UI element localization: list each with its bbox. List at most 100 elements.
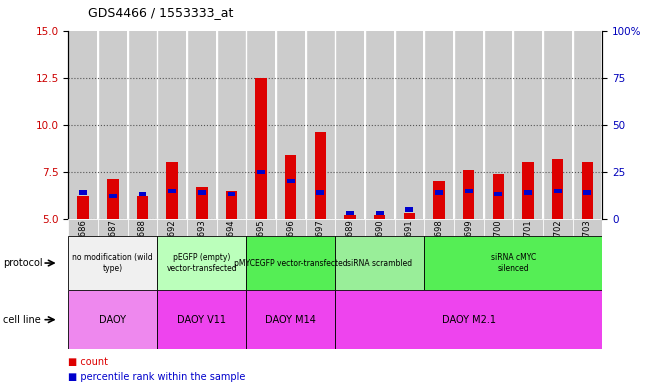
Text: GSM550699: GSM550699 bbox=[464, 219, 473, 270]
Bar bbox=[544, 31, 572, 219]
Bar bbox=[514, 31, 542, 219]
Bar bbox=[196, 187, 208, 219]
Bar bbox=[247, 31, 275, 219]
Bar bbox=[404, 213, 415, 219]
Bar bbox=[335, 219, 365, 236]
Bar bbox=[376, 211, 383, 215]
Text: GSM550700: GSM550700 bbox=[494, 219, 503, 270]
Text: GSM550701: GSM550701 bbox=[523, 219, 533, 270]
Bar bbox=[68, 236, 158, 290]
Bar bbox=[583, 190, 591, 195]
Bar bbox=[435, 190, 443, 195]
Bar bbox=[554, 189, 562, 193]
Bar bbox=[366, 31, 394, 219]
Bar bbox=[543, 219, 572, 236]
Bar bbox=[68, 219, 98, 236]
Text: GSM550693: GSM550693 bbox=[197, 219, 206, 270]
Bar bbox=[187, 219, 217, 236]
Text: GSM550702: GSM550702 bbox=[553, 219, 562, 270]
Text: siRNA scrambled: siRNA scrambled bbox=[347, 258, 412, 268]
Bar bbox=[168, 189, 176, 193]
Bar bbox=[109, 194, 117, 199]
Bar bbox=[344, 215, 356, 219]
Bar bbox=[139, 192, 146, 197]
Bar bbox=[287, 179, 295, 183]
Bar bbox=[305, 219, 335, 236]
Text: DAOY M14: DAOY M14 bbox=[266, 314, 316, 325]
Bar bbox=[246, 290, 335, 349]
Bar bbox=[484, 219, 513, 236]
Bar bbox=[314, 132, 326, 219]
Bar bbox=[581, 162, 593, 219]
Bar bbox=[137, 196, 148, 219]
Bar bbox=[395, 219, 424, 236]
Text: GSM550695: GSM550695 bbox=[256, 219, 266, 270]
Text: ■ count: ■ count bbox=[68, 357, 108, 367]
Bar bbox=[552, 159, 563, 219]
Text: cell line: cell line bbox=[3, 314, 41, 325]
Text: pMYCEGFP vector-transfected: pMYCEGFP vector-transfected bbox=[234, 258, 348, 268]
Text: DAOY V11: DAOY V11 bbox=[177, 314, 227, 325]
Bar bbox=[227, 192, 236, 197]
Text: GDS4466 / 1553333_at: GDS4466 / 1553333_at bbox=[88, 6, 233, 19]
Bar bbox=[285, 155, 296, 219]
Bar bbox=[424, 236, 602, 290]
Bar bbox=[493, 174, 504, 219]
Bar bbox=[336, 31, 364, 219]
Text: DAOY M2.1: DAOY M2.1 bbox=[442, 314, 495, 325]
Text: GSM550687: GSM550687 bbox=[108, 219, 117, 270]
Bar bbox=[158, 31, 186, 219]
Bar bbox=[335, 236, 424, 290]
Bar bbox=[316, 190, 324, 195]
Bar bbox=[198, 190, 206, 195]
Bar bbox=[365, 219, 395, 236]
Bar bbox=[374, 215, 385, 219]
Bar bbox=[424, 219, 454, 236]
Bar bbox=[128, 219, 158, 236]
Text: GSM550689: GSM550689 bbox=[346, 219, 355, 270]
Bar bbox=[226, 191, 237, 219]
Text: GSM550696: GSM550696 bbox=[286, 219, 296, 270]
Bar bbox=[454, 219, 484, 236]
Text: siRNA cMYC
silenced: siRNA cMYC silenced bbox=[491, 253, 536, 273]
Bar bbox=[484, 31, 512, 219]
Text: pEGFP (empty)
vector-transfected: pEGFP (empty) vector-transfected bbox=[167, 253, 237, 273]
Bar bbox=[187, 31, 216, 219]
Text: DAOY: DAOY bbox=[100, 314, 126, 325]
Bar bbox=[524, 190, 532, 195]
Bar bbox=[307, 31, 335, 219]
Bar bbox=[69, 31, 97, 219]
Bar bbox=[128, 31, 157, 219]
Bar bbox=[98, 219, 128, 236]
Bar bbox=[167, 162, 178, 219]
Bar bbox=[99, 31, 127, 219]
Text: GSM550692: GSM550692 bbox=[168, 219, 176, 270]
Bar bbox=[246, 236, 335, 290]
Bar bbox=[158, 290, 246, 349]
Bar bbox=[77, 196, 89, 219]
Bar bbox=[346, 211, 354, 215]
Text: GSM550697: GSM550697 bbox=[316, 219, 325, 270]
Bar bbox=[522, 162, 534, 219]
Bar bbox=[68, 290, 158, 349]
Bar bbox=[572, 219, 602, 236]
Bar bbox=[434, 181, 445, 219]
Text: GSM550694: GSM550694 bbox=[227, 219, 236, 270]
Bar bbox=[494, 192, 503, 197]
Text: GSM550698: GSM550698 bbox=[435, 219, 443, 270]
Bar bbox=[217, 31, 245, 219]
Bar bbox=[276, 219, 305, 236]
Bar bbox=[246, 219, 276, 236]
Bar bbox=[463, 170, 475, 219]
Bar bbox=[406, 207, 413, 212]
Bar bbox=[454, 31, 483, 219]
Text: GSM550691: GSM550691 bbox=[405, 219, 414, 270]
Text: GSM550703: GSM550703 bbox=[583, 219, 592, 270]
Bar bbox=[158, 236, 246, 290]
Bar bbox=[395, 31, 424, 219]
Bar bbox=[158, 219, 187, 236]
Bar bbox=[79, 190, 87, 195]
Bar bbox=[465, 189, 473, 193]
Text: no modification (wild
type): no modification (wild type) bbox=[72, 253, 153, 273]
Bar bbox=[257, 170, 265, 174]
